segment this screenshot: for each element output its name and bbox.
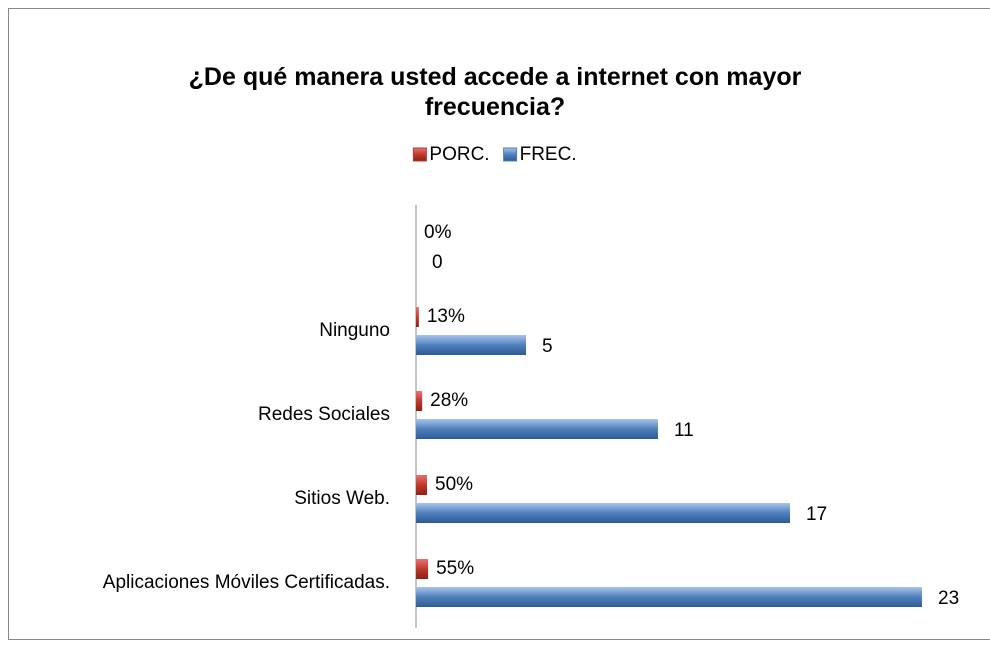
legend-swatch	[412, 147, 427, 162]
chart-title: ¿De qué manera usted accede a internet c…	[188, 63, 802, 121]
bar	[416, 587, 922, 607]
data-label: 55%	[436, 558, 474, 579]
data-label: 28%	[430, 390, 468, 411]
data-label: 5	[542, 336, 553, 357]
data-label: 0	[432, 252, 443, 273]
bar	[416, 559, 429, 579]
data-label: 13%	[427, 306, 465, 327]
bar	[416, 475, 427, 495]
y-tick-label: Ninguno	[319, 320, 390, 341]
data-label: 11	[674, 420, 694, 441]
bar	[416, 307, 419, 327]
bar	[416, 419, 658, 439]
chart-border	[8, 8, 990, 640]
data-label: 23	[938, 588, 959, 609]
bar	[416, 503, 790, 523]
data-label: 0%	[424, 222, 452, 243]
bar	[416, 391, 423, 411]
y-tick-label: Aplicaciones Móviles Certificadas.	[103, 572, 390, 593]
bar	[416, 335, 526, 355]
data-label: 50%	[435, 474, 473, 495]
y-tick-label: Sitios Web.	[294, 488, 390, 509]
legend-swatch	[503, 147, 518, 162]
data-label: 17	[806, 504, 827, 525]
legend-label: FREC.	[520, 144, 577, 165]
y-tick-label: Redes Sociales	[258, 404, 390, 425]
legend-label: PORC.	[429, 144, 489, 165]
